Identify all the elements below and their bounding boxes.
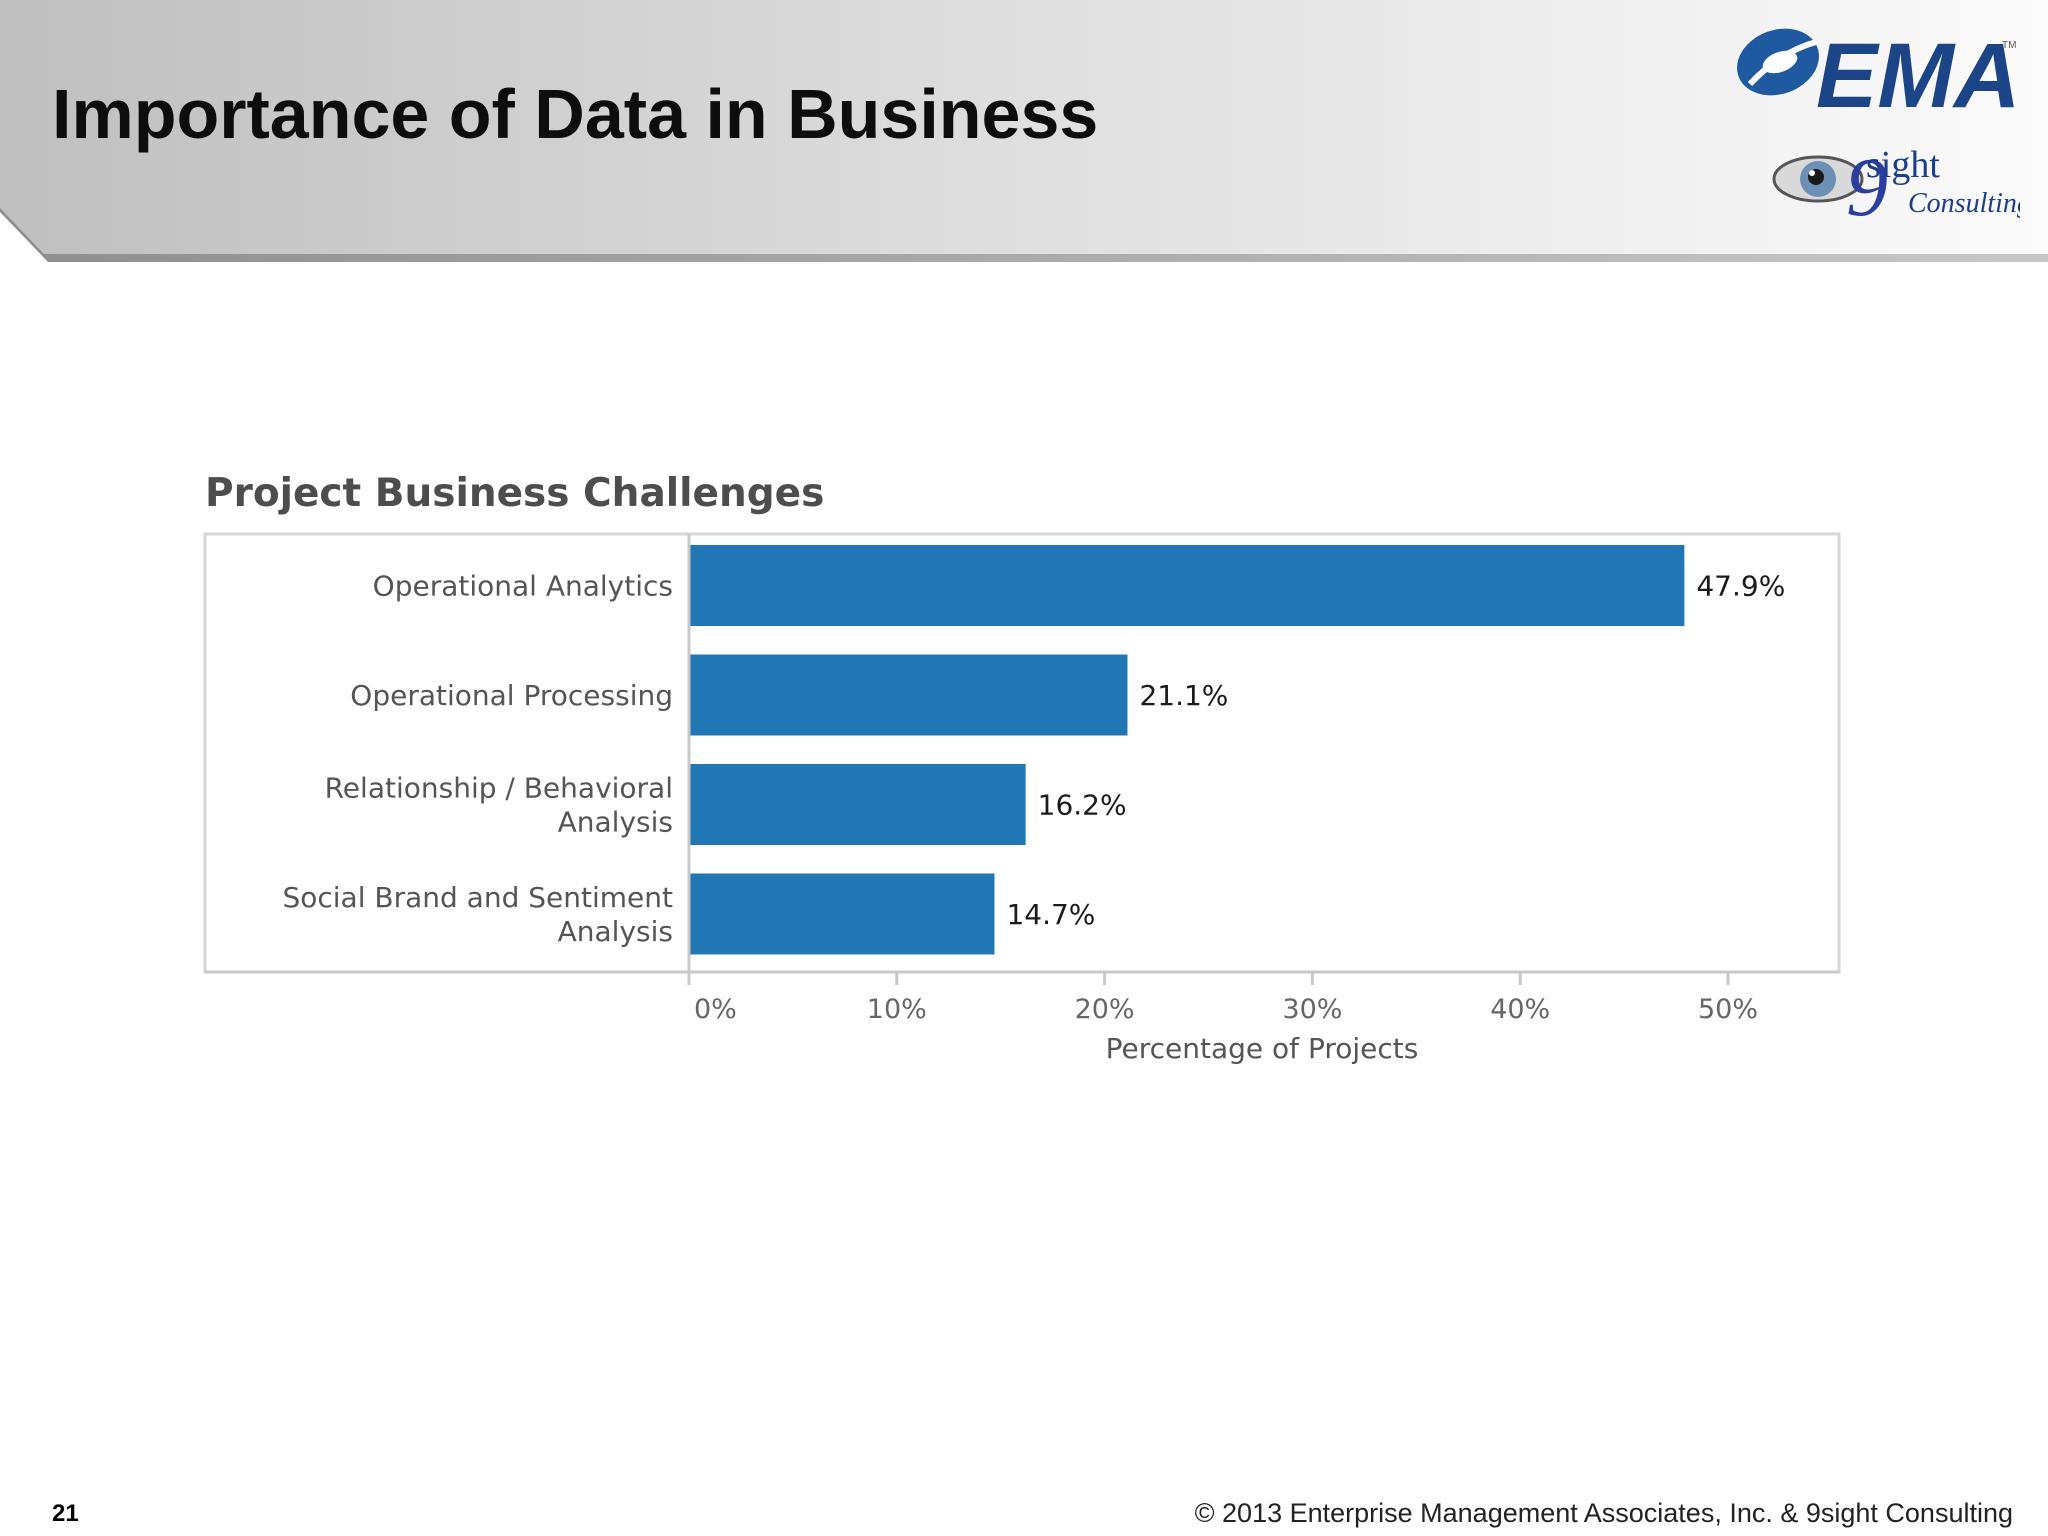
category-label-line: Operational Processing bbox=[350, 679, 673, 712]
value-labels: 47.9% 21.1% 16.2% 14.7% bbox=[1006, 570, 1785, 932]
value-label-3: 16.2% bbox=[1038, 789, 1127, 822]
copyright-notice: © 2013 Enterprise Management Associates,… bbox=[1194, 1498, 2013, 1528]
ninesight-logo: 9 sight Consulting bbox=[1772, 141, 2020, 225]
bar-3 bbox=[689, 764, 1026, 845]
ninesight-consulting: Consulting bbox=[1908, 188, 2020, 219]
category-label-line: Operational Analytics bbox=[373, 570, 673, 603]
category-label-line: Social Brand and Sentiment bbox=[282, 881, 673, 914]
category-label-2: Operational Processing bbox=[350, 679, 673, 712]
bars-group bbox=[689, 545, 1685, 955]
x-tick-label: 20% bbox=[1075, 994, 1135, 1025]
bar-1 bbox=[689, 545, 1685, 626]
chart-title: Project Business Challenges bbox=[205, 471, 825, 516]
value-label-4: 14.7% bbox=[1006, 898, 1095, 931]
ema-logo: EMA TM bbox=[1737, 25, 2020, 122]
ninesight-digit: 9 bbox=[1846, 141, 1888, 225]
page-number: 21 bbox=[52, 1500, 79, 1527]
slide-title: Importance of Data in Business bbox=[52, 75, 1099, 153]
bar-2 bbox=[689, 654, 1128, 736]
category-label-line: Analysis bbox=[558, 806, 673, 839]
category-label-3: Relationship / Behavioral Analysis bbox=[325, 772, 673, 839]
x-axis-ticks: 0% 10% 20% 30% 40% 50% bbox=[687, 972, 1758, 1025]
ema-trademark: TM bbox=[2002, 40, 2016, 51]
category-label-line: Relationship / Behavioral bbox=[325, 772, 673, 805]
category-labels: Operational Analytics Operational Process… bbox=[282, 570, 673, 949]
bar-4 bbox=[689, 873, 995, 955]
category-label-line: Analysis bbox=[558, 915, 673, 948]
header-banner bbox=[0, 0, 2048, 262]
category-label-4: Social Brand and Sentiment Analysis bbox=[282, 881, 673, 948]
x-tick-label: 10% bbox=[867, 994, 927, 1025]
value-label-1: 47.9% bbox=[1696, 570, 1785, 603]
x-tick-label: 0% bbox=[694, 994, 737, 1025]
ninesight-sight: sight bbox=[1866, 144, 1940, 186]
ema-logo-text: EMA bbox=[1816, 25, 2020, 122]
value-label-2: 21.1% bbox=[1139, 679, 1228, 712]
x-tick-label: 40% bbox=[1490, 994, 1550, 1025]
category-label-1: Operational Analytics bbox=[373, 570, 673, 603]
x-axis-title: Percentage of Projects bbox=[1106, 1032, 1419, 1065]
x-tick-label: 50% bbox=[1698, 994, 1758, 1025]
x-tick-label: 30% bbox=[1282, 994, 1342, 1025]
